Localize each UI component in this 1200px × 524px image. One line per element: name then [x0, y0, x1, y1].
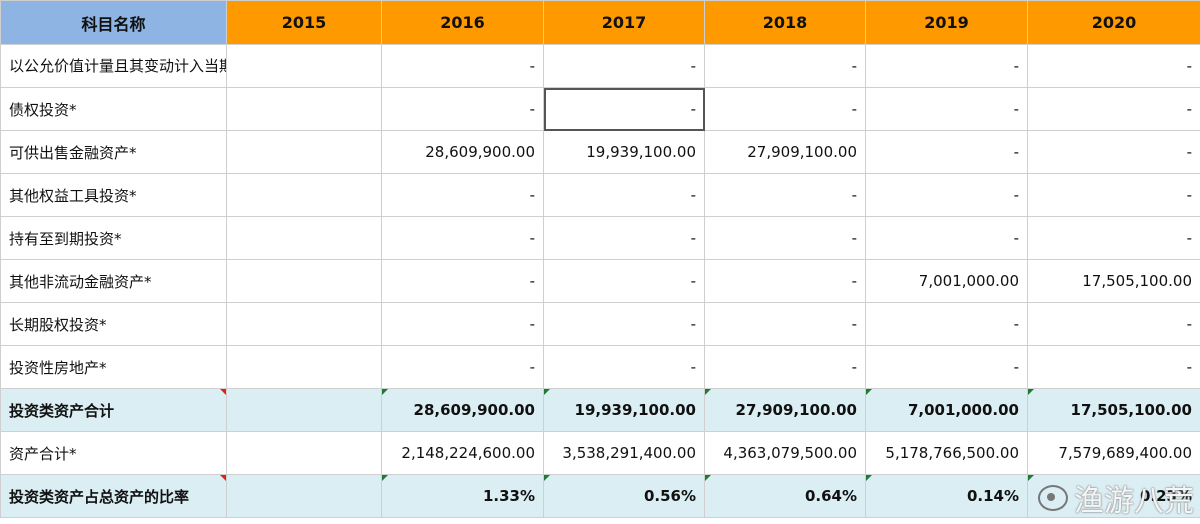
value-cell[interactable]: -	[865, 302, 1028, 346]
value-cell[interactable]	[226, 431, 382, 475]
value-cell[interactable]: -	[704, 173, 866, 217]
value-cell[interactable]: 17,505,100.00	[1027, 388, 1200, 432]
header-cell-2016[interactable]: 2016	[381, 0, 544, 45]
header-cell-2020[interactable]: 2020	[1027, 0, 1200, 45]
row-label-cell[interactable]: 债权投资*	[0, 87, 227, 131]
value-cell[interactable]	[226, 173, 382, 217]
value-cell[interactable]: -	[1027, 216, 1200, 260]
row-label-cell[interactable]: 以公允价值计量且其变动计入当期损益的金融资产*	[0, 44, 227, 88]
value-cell[interactable]: -	[1027, 173, 1200, 217]
value-cell[interactable]: 3,538,291,400.00	[543, 431, 705, 475]
value-cell[interactable]: 17,505,100.00	[1027, 259, 1200, 303]
table-row: 长期股权投资* - - - - -	[0, 302, 1200, 346]
value-cell[interactable]: 28,609,900.00	[381, 388, 544, 432]
value-cell[interactable]	[226, 474, 382, 518]
value-cell[interactable]	[226, 345, 382, 389]
table-row: 以公允价值计量且其变动计入当期损益的金融资产* - - - - -	[0, 44, 1200, 88]
value-cell[interactable]: 0.64%	[704, 474, 866, 518]
value-cell[interactable]	[226, 44, 382, 88]
value-cell[interactable]: -	[1027, 130, 1200, 174]
value-cell[interactable]: -	[381, 259, 544, 303]
value-cell[interactable]: -	[381, 302, 544, 346]
row-label-cell[interactable]: 投资类资产占总资产的比率	[0, 474, 227, 518]
value-cell[interactable]: 4,363,079,500.00	[704, 431, 866, 475]
value-cell[interactable]	[226, 302, 382, 346]
row-label-cell[interactable]: 投资类资产合计	[0, 388, 227, 432]
value-cell[interactable]: 1.33%	[381, 474, 544, 518]
value-cell[interactable]: 7,001,000.00	[865, 259, 1028, 303]
value-cell[interactable]: -	[381, 173, 544, 217]
value-cell[interactable]: -	[704, 259, 866, 303]
table-row: 可供出售金融资产* 28,609,900.00 19,939,100.00 27…	[0, 130, 1200, 174]
value-cell[interactable]: -	[704, 302, 866, 346]
value-cell[interactable]: 19,939,100.00	[543, 388, 705, 432]
row-label-cell[interactable]: 投资性房地产*	[0, 345, 227, 389]
header-row: 科目名称 2015 2016 2017 2018 2019 2020	[0, 0, 1200, 45]
row-label-cell[interactable]: 其他权益工具投资*	[0, 173, 227, 217]
value-cell[interactable]: -	[543, 345, 705, 389]
value-cell[interactable]: -	[381, 216, 544, 260]
value-cell[interactable]: -	[865, 345, 1028, 389]
header-cell-2017[interactable]: 2017	[543, 0, 705, 45]
value-cell[interactable]: 19,939,100.00	[543, 130, 705, 174]
value-cell[interactable]: -	[543, 259, 705, 303]
row-label-cell[interactable]: 持有至到期投资*	[0, 216, 227, 260]
value-cell[interactable]: -	[704, 44, 866, 88]
value-cell[interactable]: -	[865, 216, 1028, 260]
value-cell[interactable]: -	[1027, 44, 1200, 88]
value-cell[interactable]: -	[865, 173, 1028, 217]
value-cell[interactable]: 7,579,689,400.00	[1027, 431, 1200, 475]
value-cell[interactable]: -	[704, 216, 866, 260]
header-cell-2015[interactable]: 2015	[226, 0, 382, 45]
value-cell[interactable]: -	[704, 87, 866, 131]
value-cell[interactable]: -	[543, 173, 705, 217]
value-cell[interactable]: -	[543, 44, 705, 88]
value-cell[interactable]: -	[1027, 302, 1200, 346]
selected-cell[interactable]: -	[543, 87, 705, 131]
value-cell[interactable]: 2,148,224,600.00	[381, 431, 544, 475]
table-row: 资产合计* 2,148,224,600.00 3,538,291,400.00 …	[0, 431, 1200, 475]
value-cell[interactable]: -	[543, 302, 705, 346]
row-label-cell[interactable]: 其他非流动金融资产*	[0, 259, 227, 303]
row-label-cell[interactable]: 可供出售金融资产*	[0, 130, 227, 174]
row-label-cell[interactable]: 资产合计*	[0, 431, 227, 475]
value-cell[interactable]: 0.56%	[543, 474, 705, 518]
value-cell[interactable]: -	[381, 44, 544, 88]
total-row: 投资类资产合计 28,609,900.00 19,939,100.00 27,9…	[0, 388, 1200, 432]
value-cell[interactable]: -	[1027, 87, 1200, 131]
value-cell[interactable]: -	[865, 87, 1028, 131]
value-cell[interactable]	[226, 388, 382, 432]
value-cell[interactable]: 27,909,100.00	[704, 388, 866, 432]
value-cell[interactable]: -	[704, 345, 866, 389]
table-row: 其他权益工具投资* - - - - -	[0, 173, 1200, 217]
ratio-row: 投资类资产占总资产的比率 1.33% 0.56% 0.64% 0.14% 0.2…	[0, 474, 1200, 518]
value-cell[interactable]	[226, 87, 382, 131]
row-label-cell[interactable]: 长期股权投资*	[0, 302, 227, 346]
table-row: 债权投资* - - - - -	[0, 87, 1200, 131]
value-cell[interactable]: -	[865, 130, 1028, 174]
value-cell[interactable]: -	[865, 44, 1028, 88]
value-cell[interactable]: -	[543, 216, 705, 260]
value-cell[interactable]	[226, 216, 382, 260]
value-cell[interactable]: 0.14%	[865, 474, 1028, 518]
table-row: 投资性房地产* - - - - -	[0, 345, 1200, 389]
value-cell[interactable]	[226, 259, 382, 303]
value-cell[interactable]: 7,001,000.00	[865, 388, 1028, 432]
value-cell[interactable]: 28,609,900.00	[381, 130, 544, 174]
header-cell-label[interactable]: 科目名称	[0, 0, 227, 45]
value-cell[interactable]: -	[1027, 345, 1200, 389]
value-cell[interactable]: -	[381, 345, 544, 389]
value-cell[interactable]: 5,178,766,500.00	[865, 431, 1028, 475]
value-cell[interactable]: 0.23%	[1027, 474, 1200, 518]
value-cell[interactable]	[226, 130, 382, 174]
table-row: 其他非流动金融资产* - - - 7,001,000.00 17,505,100…	[0, 259, 1200, 303]
value-cell[interactable]: -	[381, 87, 544, 131]
value-cell[interactable]: 27,909,100.00	[704, 130, 866, 174]
header-cell-2018[interactable]: 2018	[704, 0, 866, 45]
header-cell-2019[interactable]: 2019	[865, 0, 1028, 45]
table-row: 持有至到期投资* - - - - -	[0, 216, 1200, 260]
